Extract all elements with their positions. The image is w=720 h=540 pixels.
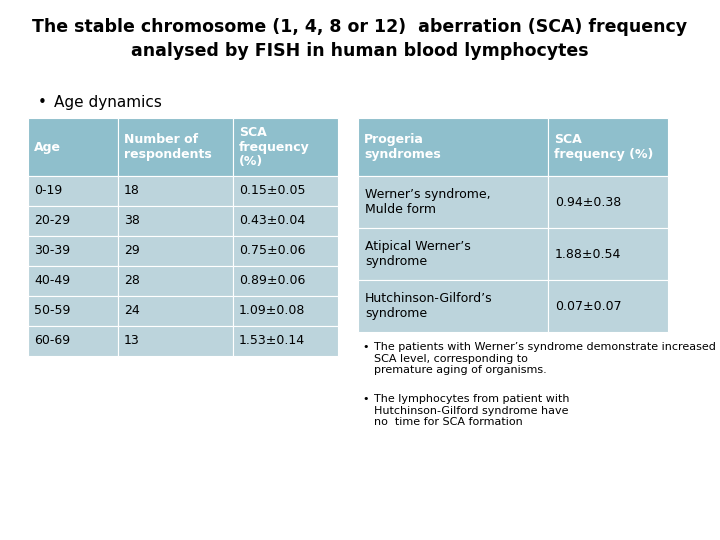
- Text: SCA
frequency
(%): SCA frequency (%): [239, 125, 310, 168]
- Text: 40-49: 40-49: [34, 274, 70, 287]
- Text: The stable chromosome (1, 4, 8 or 12)  aberration (SCA) frequency: The stable chromosome (1, 4, 8 or 12) ab…: [32, 18, 688, 36]
- Text: 29: 29: [124, 245, 140, 258]
- Text: 0.15±0.05: 0.15±0.05: [239, 185, 305, 198]
- Text: 0-19: 0-19: [34, 185, 62, 198]
- Bar: [358, 176, 548, 228]
- Bar: [28, 326, 118, 356]
- Bar: [233, 296, 338, 326]
- Text: 13: 13: [124, 334, 140, 348]
- Text: 0.75±0.06: 0.75±0.06: [239, 245, 305, 258]
- Bar: [548, 228, 668, 280]
- Bar: [118, 266, 233, 296]
- Bar: [233, 206, 338, 236]
- Bar: [28, 236, 118, 266]
- Text: 0.43±0.04: 0.43±0.04: [239, 214, 305, 227]
- Text: 24: 24: [124, 305, 140, 318]
- Text: •: •: [362, 342, 369, 352]
- Text: Number of
respondents: Number of respondents: [124, 133, 212, 161]
- Text: 38: 38: [124, 214, 140, 227]
- Text: Age: Age: [34, 140, 61, 153]
- Text: 30-39: 30-39: [34, 245, 70, 258]
- Text: 50-59: 50-59: [34, 305, 71, 318]
- Text: •: •: [38, 95, 47, 110]
- Bar: [28, 266, 118, 296]
- Bar: [358, 118, 548, 176]
- Text: 28: 28: [124, 274, 140, 287]
- Text: 20-29: 20-29: [34, 214, 70, 227]
- Bar: [548, 176, 668, 228]
- Bar: [233, 326, 338, 356]
- Bar: [118, 326, 233, 356]
- Text: The patients with Werner’s syndrome demonstrate increased
SCA level, correspondi: The patients with Werner’s syndrome demo…: [374, 342, 716, 375]
- Text: analysed by FISH in human blood lymphocytes: analysed by FISH in human blood lymphocy…: [131, 42, 589, 60]
- Text: 1.09±0.08: 1.09±0.08: [239, 305, 305, 318]
- Bar: [118, 236, 233, 266]
- Text: SCA
frequency (%): SCA frequency (%): [554, 133, 653, 161]
- Bar: [28, 206, 118, 236]
- Bar: [358, 228, 548, 280]
- Bar: [28, 118, 118, 176]
- Text: Werner’s syndrome,
Mulde form: Werner’s syndrome, Mulde form: [365, 188, 490, 216]
- Text: 60-69: 60-69: [34, 334, 70, 348]
- Text: Hutchinson-Gilford’s
syndrome: Hutchinson-Gilford’s syndrome: [365, 292, 492, 320]
- Bar: [233, 266, 338, 296]
- Bar: [28, 176, 118, 206]
- Bar: [118, 176, 233, 206]
- Text: 0.07±0.07: 0.07±0.07: [555, 300, 621, 313]
- Text: 1.53±0.14: 1.53±0.14: [239, 334, 305, 348]
- Bar: [548, 280, 668, 332]
- Text: 1.88±0.54: 1.88±0.54: [555, 247, 621, 260]
- Text: •: •: [362, 394, 369, 404]
- Text: Progeria
syndromes: Progeria syndromes: [364, 133, 441, 161]
- Text: 18: 18: [124, 185, 140, 198]
- Text: The lymphocytes from patient with
Hutchinson-Gilford syndrome have
no  time for : The lymphocytes from patient with Hutchi…: [374, 394, 570, 427]
- Text: 0.89±0.06: 0.89±0.06: [239, 274, 305, 287]
- Text: Age dynamics: Age dynamics: [54, 95, 162, 110]
- Text: 0.94±0.38: 0.94±0.38: [555, 195, 621, 208]
- Bar: [118, 296, 233, 326]
- Bar: [233, 236, 338, 266]
- Bar: [118, 118, 233, 176]
- Bar: [233, 118, 338, 176]
- Bar: [358, 280, 548, 332]
- Bar: [118, 206, 233, 236]
- Bar: [233, 176, 338, 206]
- Bar: [28, 296, 118, 326]
- Text: Atipical Werner’s
syndrome: Atipical Werner’s syndrome: [365, 240, 471, 268]
- Bar: [548, 118, 668, 176]
